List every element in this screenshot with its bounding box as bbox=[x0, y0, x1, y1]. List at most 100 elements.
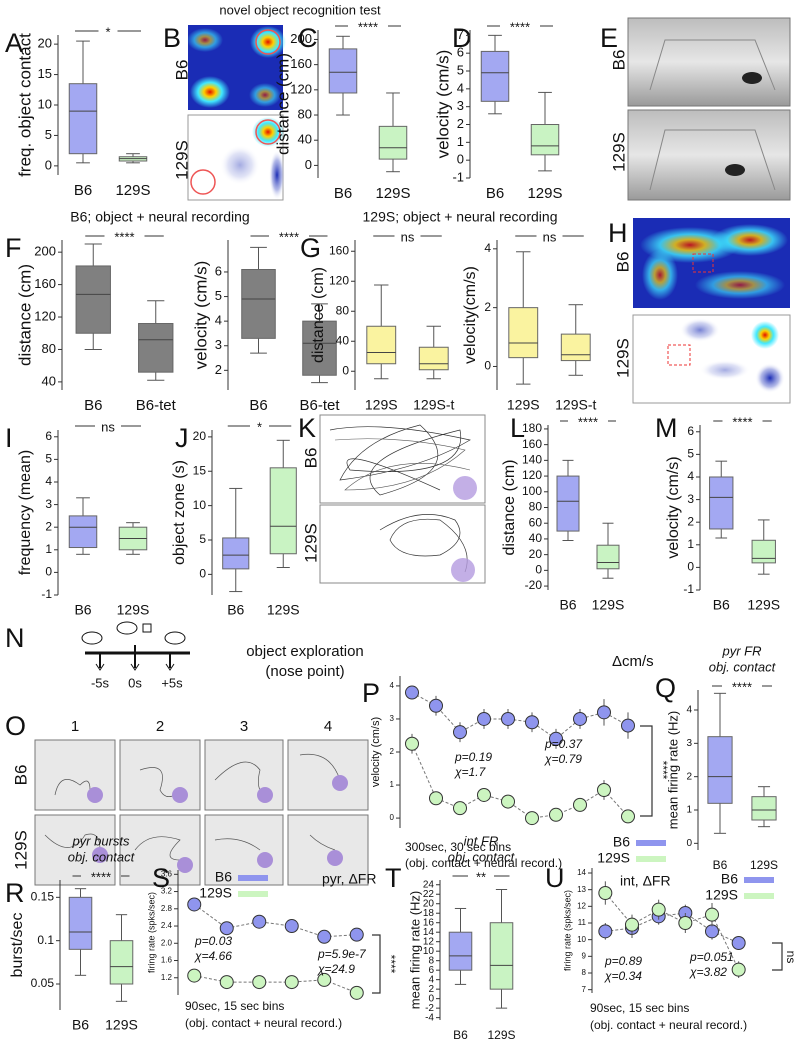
series-line bbox=[411, 743, 629, 819]
point bbox=[705, 907, 719, 922]
y-tick-label: 3 bbox=[687, 492, 694, 506]
y-axis-label: velocity (cm/s) bbox=[433, 50, 452, 159]
annotation: χ=0.34 bbox=[604, 969, 642, 983]
box bbox=[75, 265, 111, 334]
significance-label: ** bbox=[476, 869, 486, 884]
box bbox=[560, 333, 591, 362]
point bbox=[453, 725, 467, 740]
y-tick-label: 2 bbox=[457, 116, 464, 131]
y-tick-label: -1 bbox=[452, 169, 464, 184]
annotation: p=0.051 bbox=[689, 950, 734, 964]
y-tick-label: 11 bbox=[578, 918, 587, 927]
legend-label: B6 bbox=[215, 869, 232, 885]
y-tick-label: 120 bbox=[329, 273, 349, 287]
y-tick-label: 2.8 bbox=[161, 904, 173, 913]
x-tick-label: 129S bbox=[592, 597, 625, 613]
legend-label: 129S bbox=[597, 850, 630, 866]
significance-label: **** bbox=[91, 869, 111, 884]
y-tick-label: 20 bbox=[193, 429, 207, 443]
annotation: p=0.37 bbox=[544, 737, 583, 751]
strain-label: B6 bbox=[609, 50, 628, 71]
y-tick-label: 4 bbox=[484, 241, 491, 255]
point bbox=[405, 736, 419, 751]
legend-swatch bbox=[636, 856, 666, 862]
annotation: χ=0.79 bbox=[544, 752, 582, 766]
y-tick-label: 1 bbox=[457, 134, 464, 149]
x-tick-label: 129S bbox=[507, 397, 540, 413]
point bbox=[187, 968, 202, 983]
panel-letter: P bbox=[362, 678, 380, 708]
legend-swatch bbox=[636, 840, 666, 846]
y-tick-label: 40 bbox=[336, 333, 350, 347]
y-tick-label: 180 bbox=[522, 421, 542, 435]
y-tick-label: 24 bbox=[423, 879, 435, 890]
y-tick-label: 2 bbox=[687, 514, 694, 528]
y-tick-label: 0 bbox=[45, 157, 52, 172]
y-tick-label: -1 bbox=[683, 582, 694, 596]
y-tick-label: 7 bbox=[457, 27, 464, 42]
y-axis-label: distance (cm) bbox=[273, 53, 292, 155]
heatmap-h bbox=[632, 218, 791, 404]
y-tick-label: -20 bbox=[525, 578, 543, 592]
y-tick-label: 6 bbox=[428, 965, 434, 976]
point bbox=[317, 972, 332, 987]
box bbox=[596, 544, 620, 570]
panel-letter: J bbox=[175, 423, 189, 453]
panel-letter: I bbox=[5, 423, 13, 453]
y-tick-label: 20 bbox=[423, 898, 435, 909]
y-tick-label: 6 bbox=[457, 45, 464, 60]
tracks-k bbox=[319, 414, 486, 584]
point bbox=[501, 711, 515, 726]
significance-label: **** bbox=[279, 229, 299, 244]
point bbox=[429, 698, 443, 713]
point bbox=[598, 924, 613, 939]
series-line bbox=[193, 904, 357, 938]
point bbox=[525, 715, 539, 730]
y-tick-label: 140 bbox=[522, 453, 542, 467]
y-axis-label: velocity (cm/s) bbox=[370, 717, 382, 787]
annotation: pyr, ΔFR bbox=[322, 871, 376, 887]
y-tick-label: 2 bbox=[215, 362, 222, 377]
exploration-label: (nose point) bbox=[265, 663, 344, 680]
y-axis-label: distance (cm) bbox=[310, 267, 327, 363]
y-tick-label: 3 bbox=[215, 337, 222, 352]
box bbox=[751, 539, 776, 564]
x-tick-label: B6-tet bbox=[299, 397, 340, 414]
chart-title: pyr FR bbox=[722, 643, 762, 658]
y-tick-label: 7 bbox=[582, 985, 587, 994]
box bbox=[68, 515, 98, 549]
y-tick-label: 10 bbox=[577, 935, 586, 944]
y-tick-label: 20 bbox=[529, 547, 543, 561]
y-tick-label: 0 bbox=[390, 813, 395, 822]
box bbox=[138, 323, 174, 373]
y-tick-label: 2.0 bbox=[161, 938, 173, 947]
legend-swatch bbox=[238, 891, 268, 897]
legend-label: 129S bbox=[199, 885, 232, 901]
timeline-label: 0s bbox=[128, 675, 142, 690]
y-tick-label: 200 bbox=[34, 244, 56, 259]
y-tick-label: 8 bbox=[582, 968, 587, 977]
point bbox=[549, 807, 563, 822]
y-tick-label: 40 bbox=[298, 132, 312, 147]
box bbox=[269, 467, 297, 555]
annotation: p=5.9e-7 bbox=[317, 947, 367, 961]
significance-label: **** bbox=[732, 414, 752, 429]
x-tick-label: 129S bbox=[527, 185, 562, 202]
point bbox=[621, 718, 635, 733]
box bbox=[508, 307, 539, 359]
box bbox=[418, 346, 449, 371]
point bbox=[429, 791, 443, 806]
point bbox=[549, 731, 563, 746]
y-tick-label: 5 bbox=[45, 452, 52, 466]
box bbox=[222, 537, 250, 570]
box bbox=[556, 475, 580, 532]
box bbox=[751, 796, 777, 821]
y-tick-label: 2 bbox=[390, 747, 395, 756]
strain-label: 129S bbox=[301, 523, 320, 563]
legend-label: B6 bbox=[721, 871, 738, 887]
panel-letter: R bbox=[5, 878, 25, 908]
x-tick-label: 129S bbox=[365, 397, 398, 413]
chart-title: int FR bbox=[464, 833, 499, 848]
y-tick-label: 13 bbox=[577, 885, 586, 894]
significance-label: * bbox=[105, 24, 110, 39]
